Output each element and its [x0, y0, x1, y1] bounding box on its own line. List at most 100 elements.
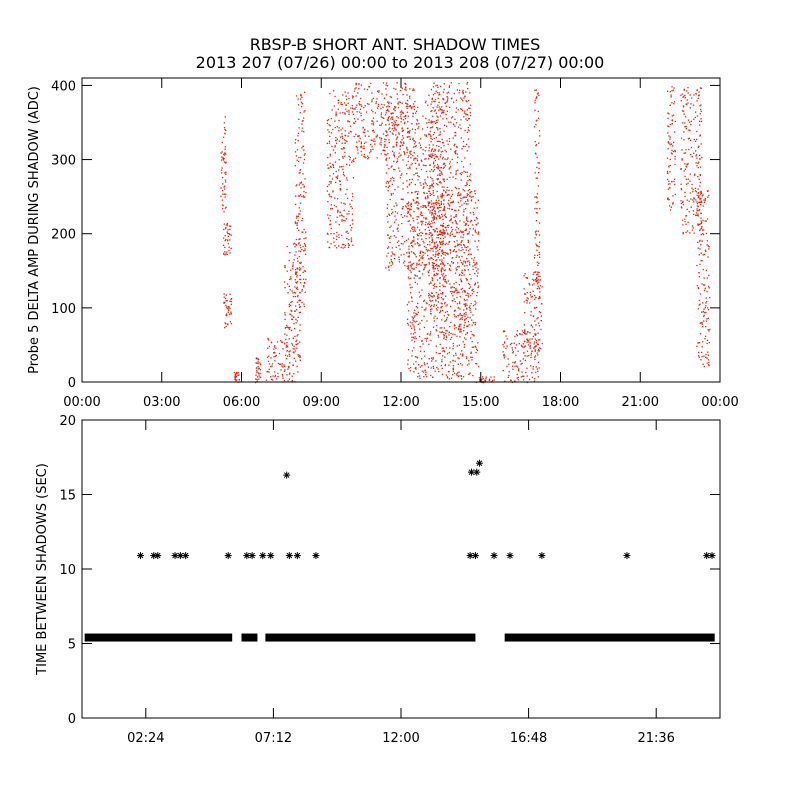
data-point [386, 119, 388, 121]
data-point [441, 231, 443, 234]
data-point [413, 146, 415, 148]
data-point [432, 94, 435, 96]
data-point [385, 84, 387, 86]
data-point [402, 206, 404, 208]
data-point [689, 139, 692, 141]
data-point [459, 301, 461, 303]
data-point [429, 154, 431, 156]
data-point [439, 242, 442, 244]
data-point [438, 297, 440, 299]
data-point [227, 243, 229, 245]
data-point [516, 373, 518, 376]
data-point [456, 372, 459, 374]
data-point [706, 339, 709, 342]
data-point [515, 344, 518, 346]
data-point [707, 309, 710, 311]
data-point [669, 183, 671, 185]
data-point [365, 141, 367, 143]
data-point [689, 129, 691, 132]
data-point [397, 117, 399, 119]
data-point [690, 146, 692, 149]
data-point [425, 198, 427, 200]
data-point [298, 267, 301, 269]
data-point [425, 218, 427, 220]
data-point [454, 118, 456, 120]
data-point [268, 345, 271, 348]
data-point [461, 272, 464, 274]
data-point [393, 108, 395, 110]
data-point [448, 168, 450, 170]
data-point [371, 146, 373, 148]
data-point [467, 282, 470, 285]
data-point [372, 148, 374, 150]
data-point [474, 272, 476, 275]
data-point [437, 294, 439, 296]
data-point [466, 193, 468, 195]
data-point [473, 334, 475, 336]
data-point [702, 363, 704, 365]
data-point [388, 265, 390, 267]
data-point [492, 379, 494, 382]
data-point [397, 186, 399, 188]
data-point [394, 189, 396, 191]
data-point [473, 284, 476, 286]
data-point [432, 222, 434, 224]
data-point [282, 377, 284, 379]
data-point [470, 352, 472, 355]
data-point [397, 160, 399, 162]
data-point [406, 186, 409, 188]
data-point [700, 217, 702, 219]
data-point [694, 140, 697, 142]
data-point [409, 130, 411, 132]
data-point [435, 351, 437, 354]
data-point [301, 123, 303, 125]
data-point [224, 148, 226, 150]
data-point [443, 194, 445, 197]
data-point [286, 334, 288, 336]
data-point [447, 193, 449, 196]
data-point [410, 251, 413, 253]
data-point [459, 220, 461, 222]
data-point [413, 89, 416, 91]
data-point [687, 87, 689, 89]
data-point [386, 130, 388, 133]
data-point [294, 335, 296, 338]
data-point [388, 157, 391, 159]
data-point [295, 95, 298, 97]
data-point [444, 252, 446, 254]
data-point [534, 231, 537, 233]
data-point [391, 128, 394, 130]
data-point [371, 120, 373, 122]
data-point [433, 245, 435, 247]
data-point [363, 131, 366, 134]
data-point [405, 87, 407, 89]
data-point [408, 132, 411, 134]
data-point [539, 311, 542, 314]
data-point [689, 173, 691, 175]
data-point [671, 120, 673, 122]
data-point [705, 320, 708, 322]
data-point [697, 205, 699, 208]
data-point [467, 203, 469, 205]
data-point [443, 186, 445, 188]
data-point [447, 243, 449, 245]
y-axis-label: TIME BETWEEN SHADOWS (SEC) [35, 463, 50, 676]
data-point [344, 244, 347, 247]
data-point [372, 117, 375, 119]
data-point [460, 97, 462, 99]
data-point [469, 192, 471, 194]
data-point [469, 111, 471, 114]
data-point [538, 325, 540, 327]
data-point [423, 192, 425, 194]
data-point [441, 109, 444, 111]
data-point [460, 317, 462, 320]
data-point [418, 233, 420, 235]
data-point [458, 357, 460, 360]
data-point [234, 378, 236, 381]
data-point [411, 316, 413, 318]
data-point [462, 140, 465, 143]
data-point [534, 109, 536, 111]
data-point [348, 213, 350, 215]
data-point [348, 111, 350, 113]
data-point [430, 200, 433, 202]
